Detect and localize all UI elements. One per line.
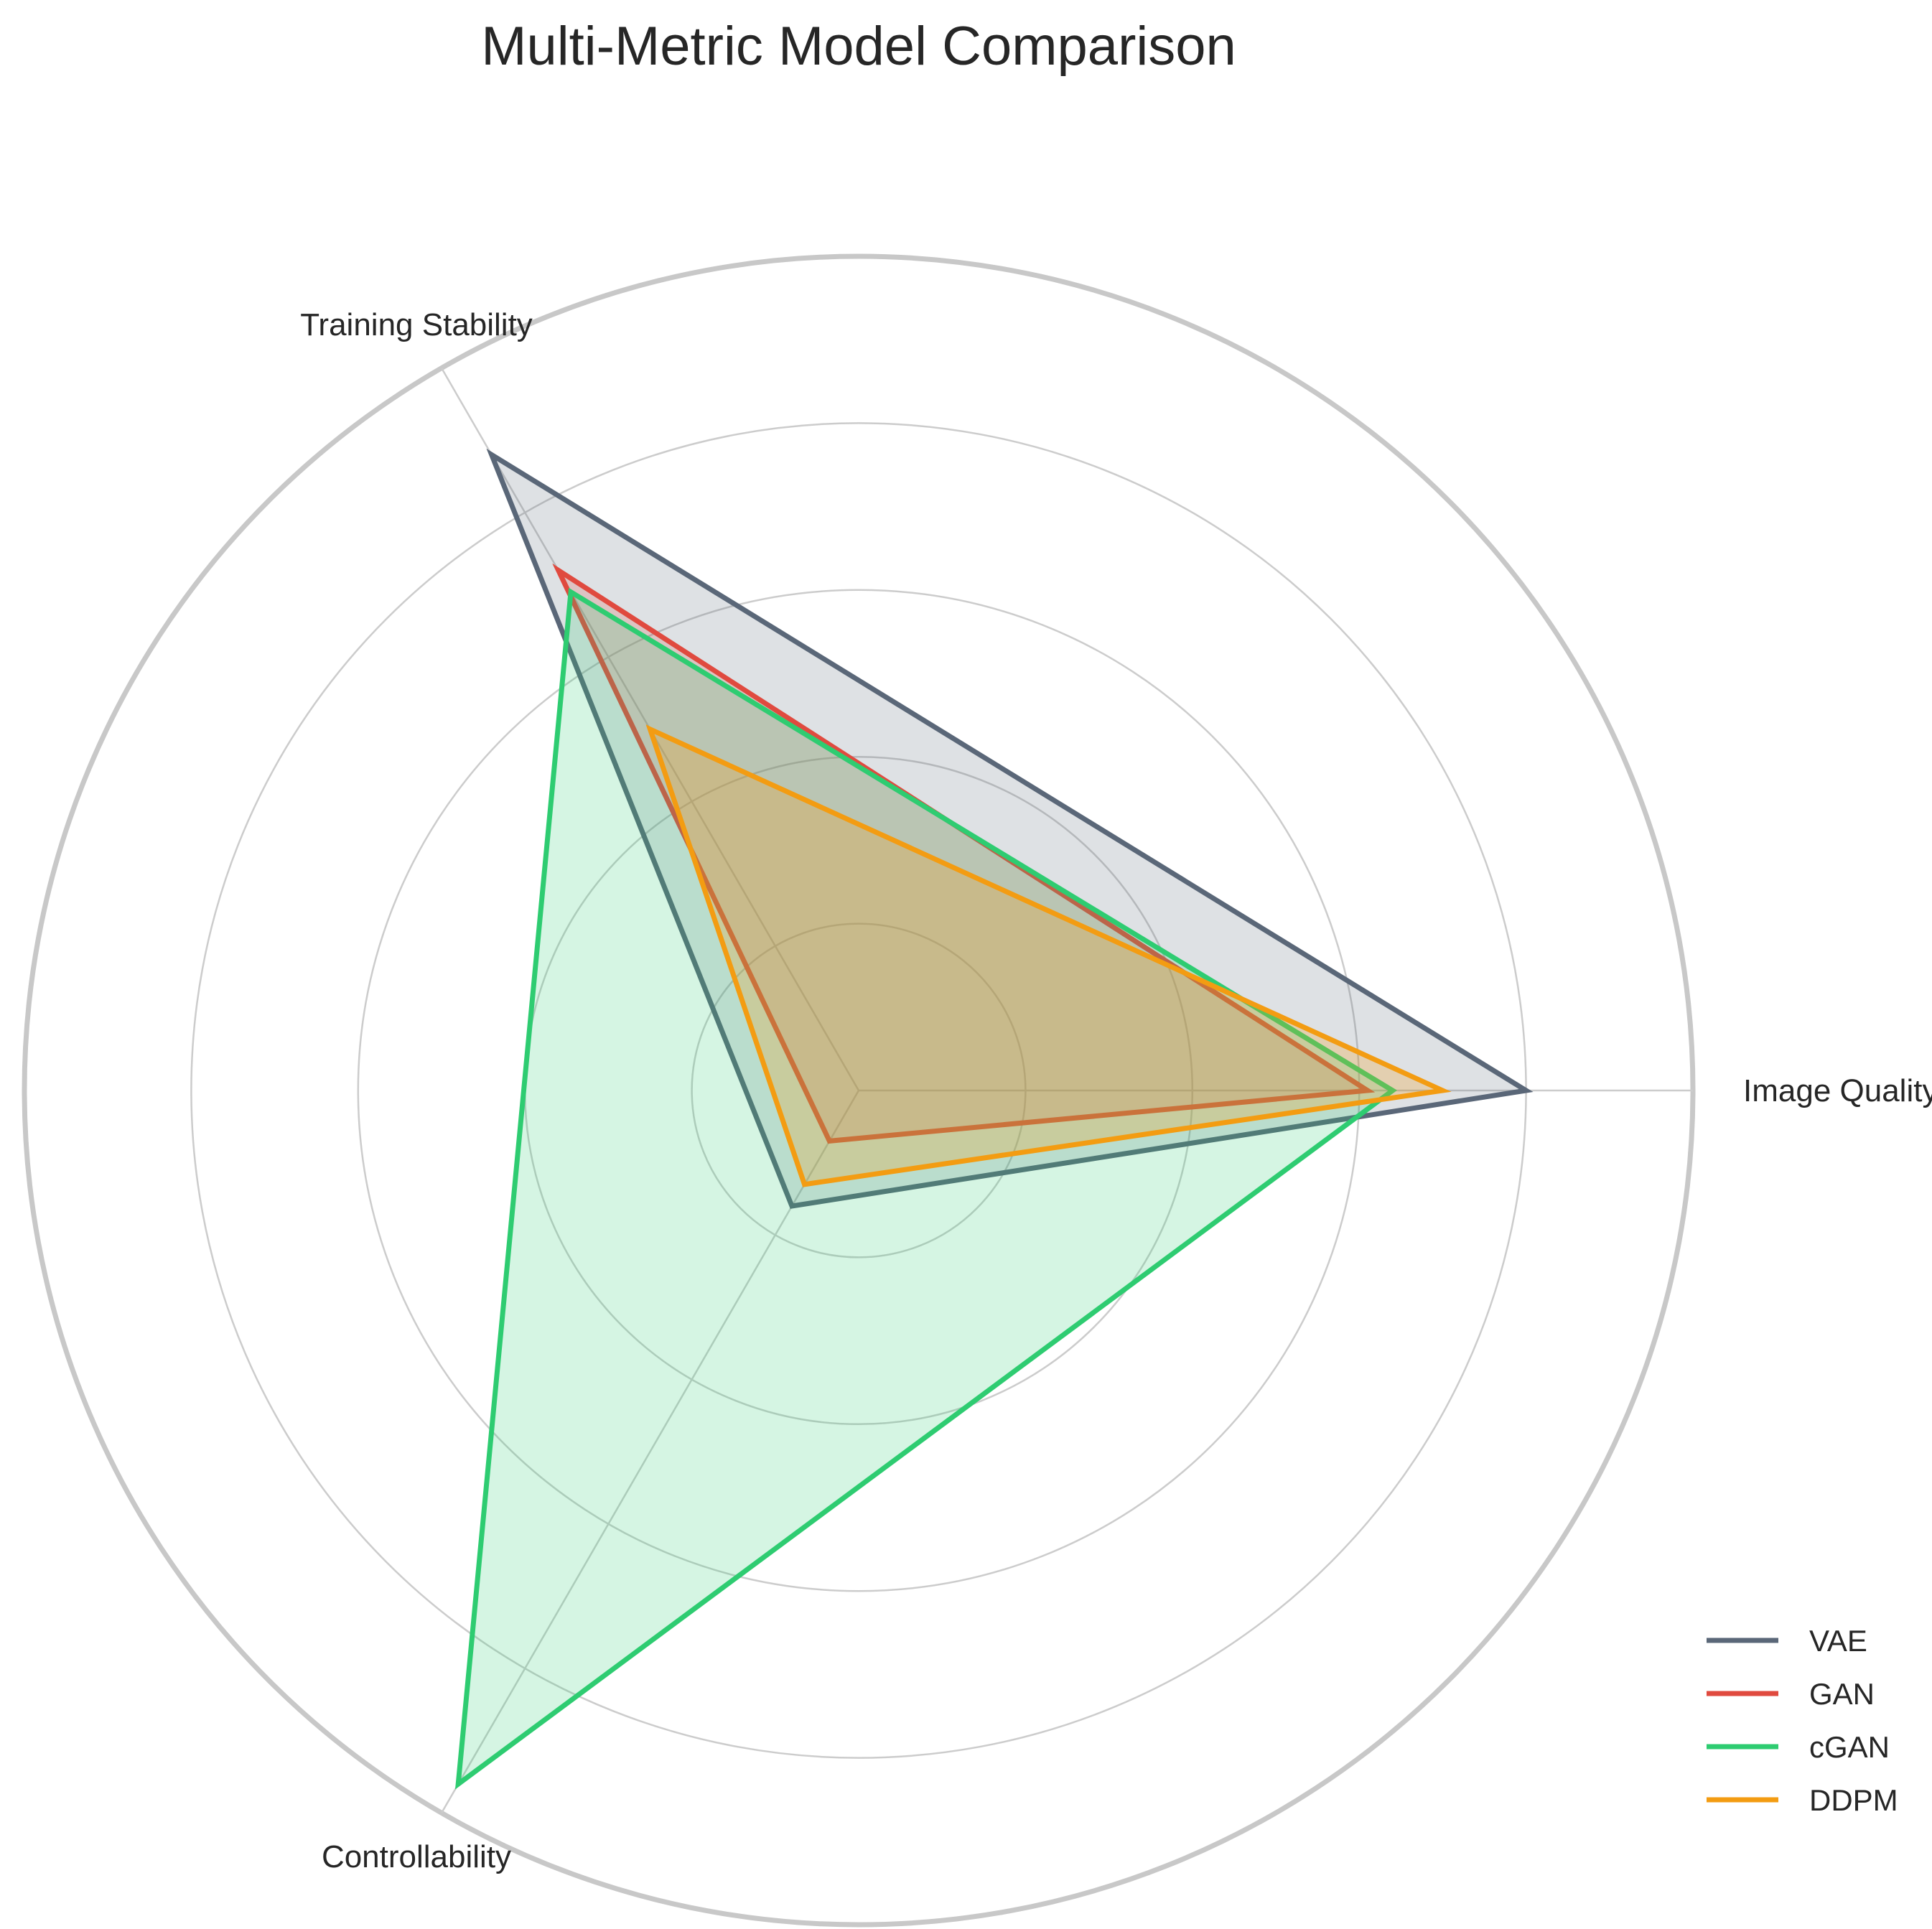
series-line-cgan <box>454 587 1397 1790</box>
legend-label-vae: VAE <box>1809 1624 1867 1658</box>
series-line-ddpm <box>645 724 1452 1187</box>
series-fill-ddpm <box>650 729 1443 1185</box>
axis-label-2: Controllability <box>322 1839 511 1874</box>
axis-spoke-2 <box>440 1090 860 1813</box>
radar-axis-labels: Image Quality Training Stability Controlla… <box>300 307 1932 1874</box>
series-fill-cgan <box>458 592 1393 1785</box>
chart-title: Multi-Metric Model Comparison <box>481 16 1236 77</box>
legend-label-cgan: cGAN <box>1809 1730 1890 1764</box>
chart-legend: VAE GAN cGAN DDPM <box>1707 1624 1898 1817</box>
axis-label-1: Training Stability <box>300 307 533 342</box>
series-line-vae <box>486 448 1534 1209</box>
axis-label-0: Image Quality <box>1743 1073 1932 1108</box>
legend-label-gan: GAN <box>1809 1677 1875 1711</box>
radar-series <box>454 448 1534 1790</box>
legend-label-ddpm: DDPM <box>1809 1783 1898 1817</box>
series-fill-gan <box>558 570 1368 1141</box>
